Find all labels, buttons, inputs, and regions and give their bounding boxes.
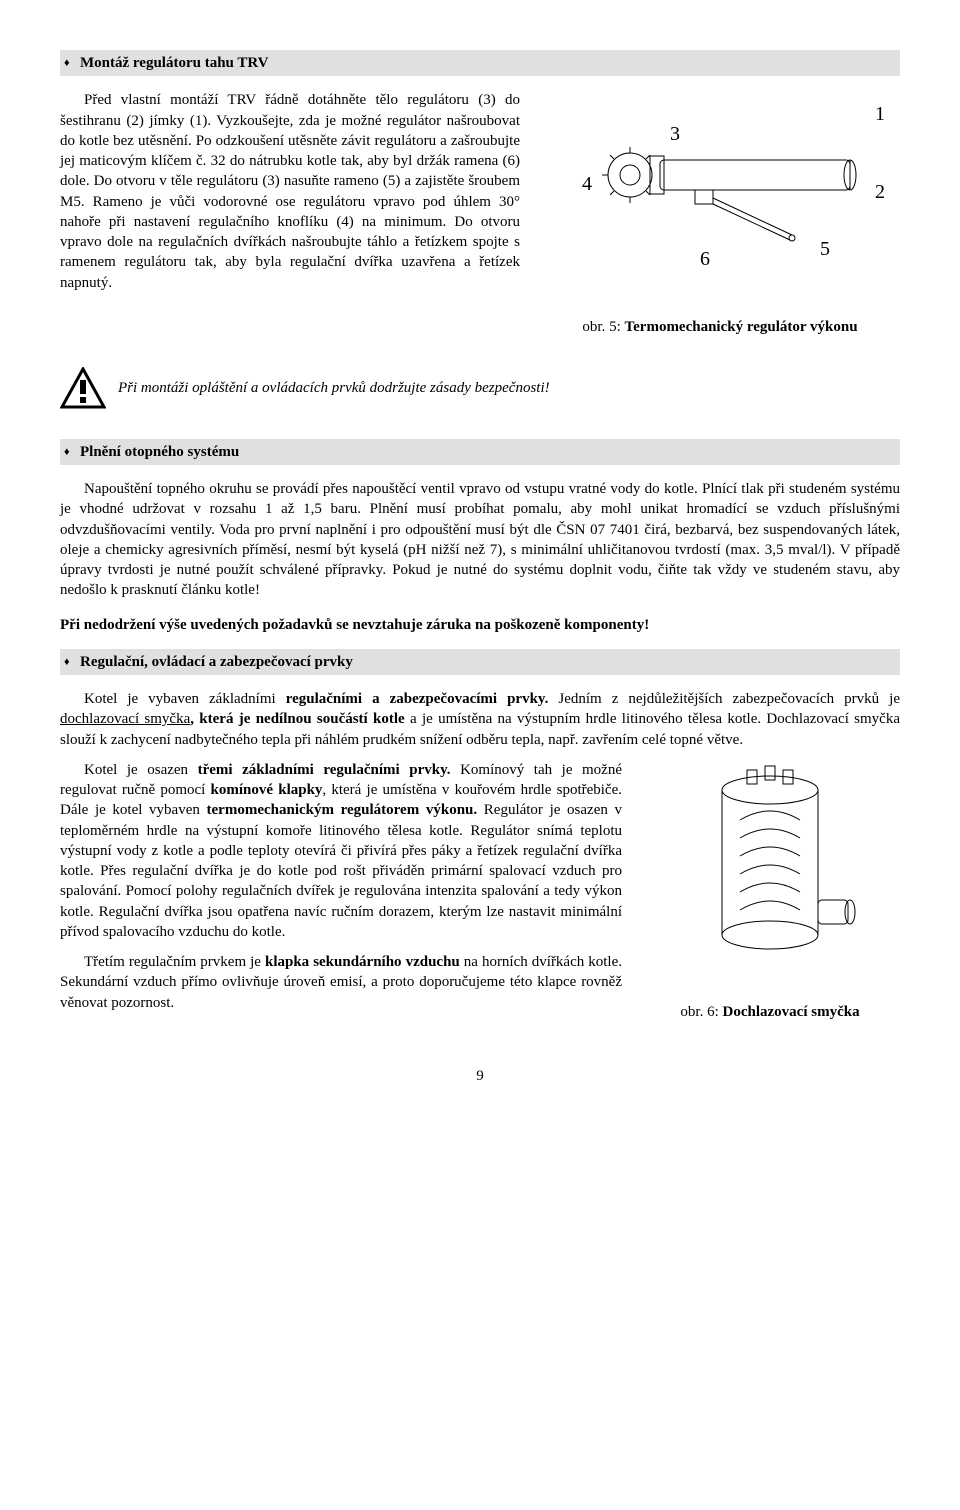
warning-text: Při montáži opláštění a ovládacích prvků… [118, 378, 550, 398]
section1-text: Před vlastní montáží TRV řádně dotáhněte… [60, 90, 520, 303]
section-header-regulacni: Regulační, ovládací a zabezpečovací prvk… [60, 649, 900, 675]
s2-bold-line: Při nedodržení výše uvedených požadavků … [60, 615, 900, 635]
fig5-annot-2: 2 [875, 181, 885, 203]
fig5-annot-1: 1 [875, 103, 885, 125]
figure5-caption: obr. 5: Termomechanický regulátor výkonu [540, 317, 900, 337]
section-title: Montáž regulátoru tahu TRV [80, 55, 269, 71]
section-title: Regulační, ovládací a zabezpečovací prvk… [80, 654, 353, 670]
s2-paragraph1: Napouštění topného okruhu se provádí pře… [60, 479, 900, 601]
section1-layout: Před vlastní montáží TRV řádně dotáhněte… [60, 90, 900, 337]
fig6-caption-prefix: obr. 6: [680, 1004, 722, 1020]
fig6-caption-bold: Dochlazovací smyčka [723, 1004, 860, 1020]
s3-intro: Kotel je vybaven základními regulačními … [60, 689, 900, 750]
fig5-annot-3: 3 [670, 123, 680, 145]
s1-body-text: Před vlastní montáží TRV řádně dotáhněte… [60, 90, 520, 293]
fig5-caption-prefix: obr. 5: [582, 319, 624, 335]
page-number: 9 [60, 1066, 900, 1086]
figure6-svg [675, 760, 865, 990]
fig5-annot-6: 6 [700, 248, 710, 270]
section-header-plneni: Plnění otopného systému [60, 439, 900, 465]
warning-row: Při montáži opláštění a ovládacích prvků… [60, 367, 900, 409]
figure5-container: 3 1 2 4 5 6 obr. 5: Termomechanický regu… [540, 90, 900, 337]
fig5-caption-bold: Termomechanický regulátor výkonu [625, 319, 858, 335]
fig5-annot-5: 5 [820, 238, 830, 260]
figure6-caption: obr. 6: Dochlazovací smyčka [640, 1002, 900, 1022]
fig5-annot-4: 4 [582, 173, 592, 195]
warning-icon [60, 367, 106, 409]
section-title: Plnění otopného systému [80, 444, 239, 460]
figure6-container: obr. 6: Dochlazovací smyčka [640, 760, 900, 1023]
section-header-montaz: Montáž regulátoru tahu TRV [60, 50, 900, 76]
section3-body: Kotel je vybaven základními regulačními … [60, 689, 900, 1026]
figure5-svg: 3 1 2 4 5 6 [540, 90, 900, 300]
